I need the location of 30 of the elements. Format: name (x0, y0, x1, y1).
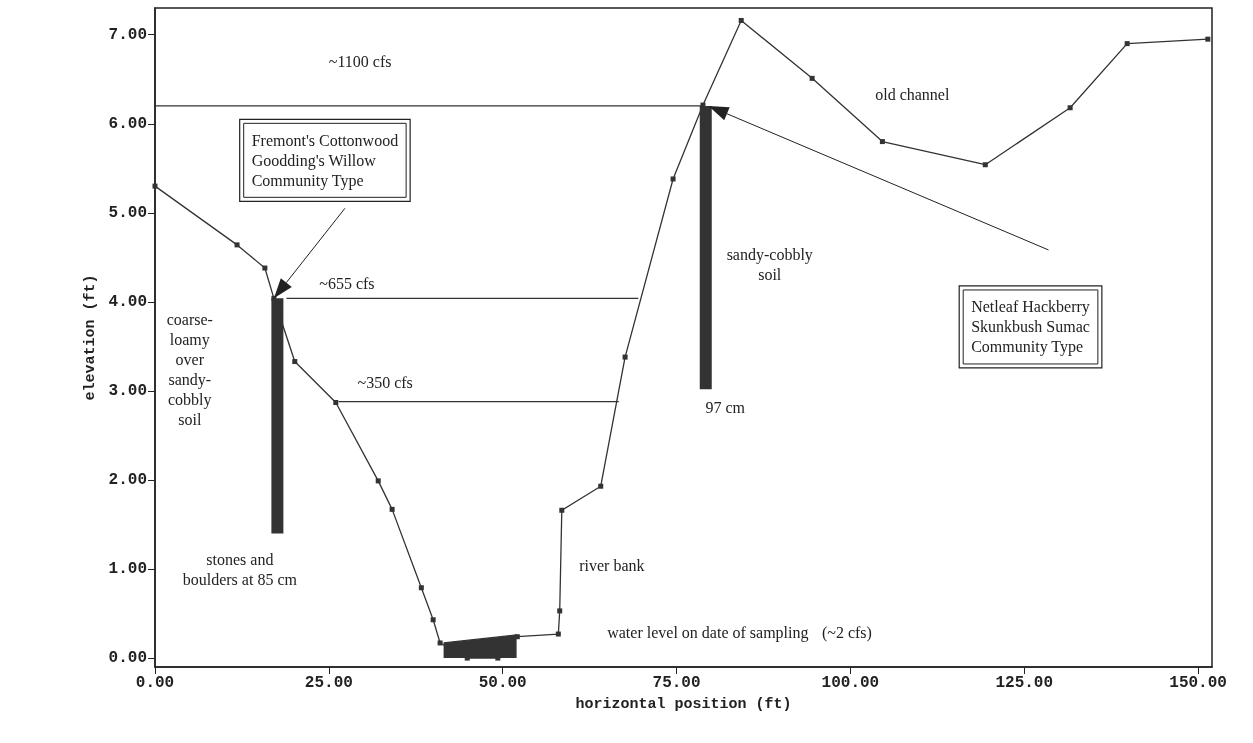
annotation: coarse- loamy over sandy- cobbly soil (166, 311, 213, 429)
y-tick-label: 1.00 (108, 560, 147, 579)
annotation: sandy-cobbly soil (726, 245, 813, 283)
annotation: water level on date of sampling (607, 623, 809, 642)
x-tick-label: 75.00 (652, 674, 701, 692)
annotation: ~350 cfs (357, 374, 413, 392)
y-tick-label: 6.00 (108, 114, 147, 133)
x-tick-label: 50.00 (478, 674, 527, 692)
annotation: river bank (579, 556, 645, 574)
annotation: ~655 cfs (319, 274, 375, 292)
annotation: (~2 cfs) (821, 623, 872, 642)
annotation: old channel (875, 85, 950, 103)
x-tick-label: 25.00 (304, 674, 353, 692)
y-tick-label: 2.00 (108, 470, 147, 489)
x-tick-label: 0.00 (135, 674, 175, 692)
y-tick-label: 3.00 (108, 381, 147, 400)
annotation: stones and boulders at 85 cm (182, 551, 298, 589)
annotation: Netleaf Hackberry Skunkbush Sumac Community Type (971, 298, 1090, 357)
x-tick-label: 150.00 (1169, 674, 1227, 692)
y-tick-label: 4.00 (108, 292, 147, 311)
x-axis-title: horizontal position (ft) (575, 696, 792, 713)
annotation: Fremont's Cottonwood Goodding's Willow Community Type (251, 131, 399, 190)
x-tick-label: 125.00 (995, 674, 1054, 692)
annotation: ~1100 cfs (328, 52, 392, 70)
y-tick-label: 5.00 (108, 203, 147, 222)
annotation: 97 cm (705, 399, 746, 417)
y-axis-title: elevation (ft) (81, 274, 99, 401)
x-tick-label: 100.00 (821, 674, 880, 692)
y-tick-label: 7.00 (108, 25, 147, 44)
y-tick-label: 0.00 (108, 649, 147, 668)
